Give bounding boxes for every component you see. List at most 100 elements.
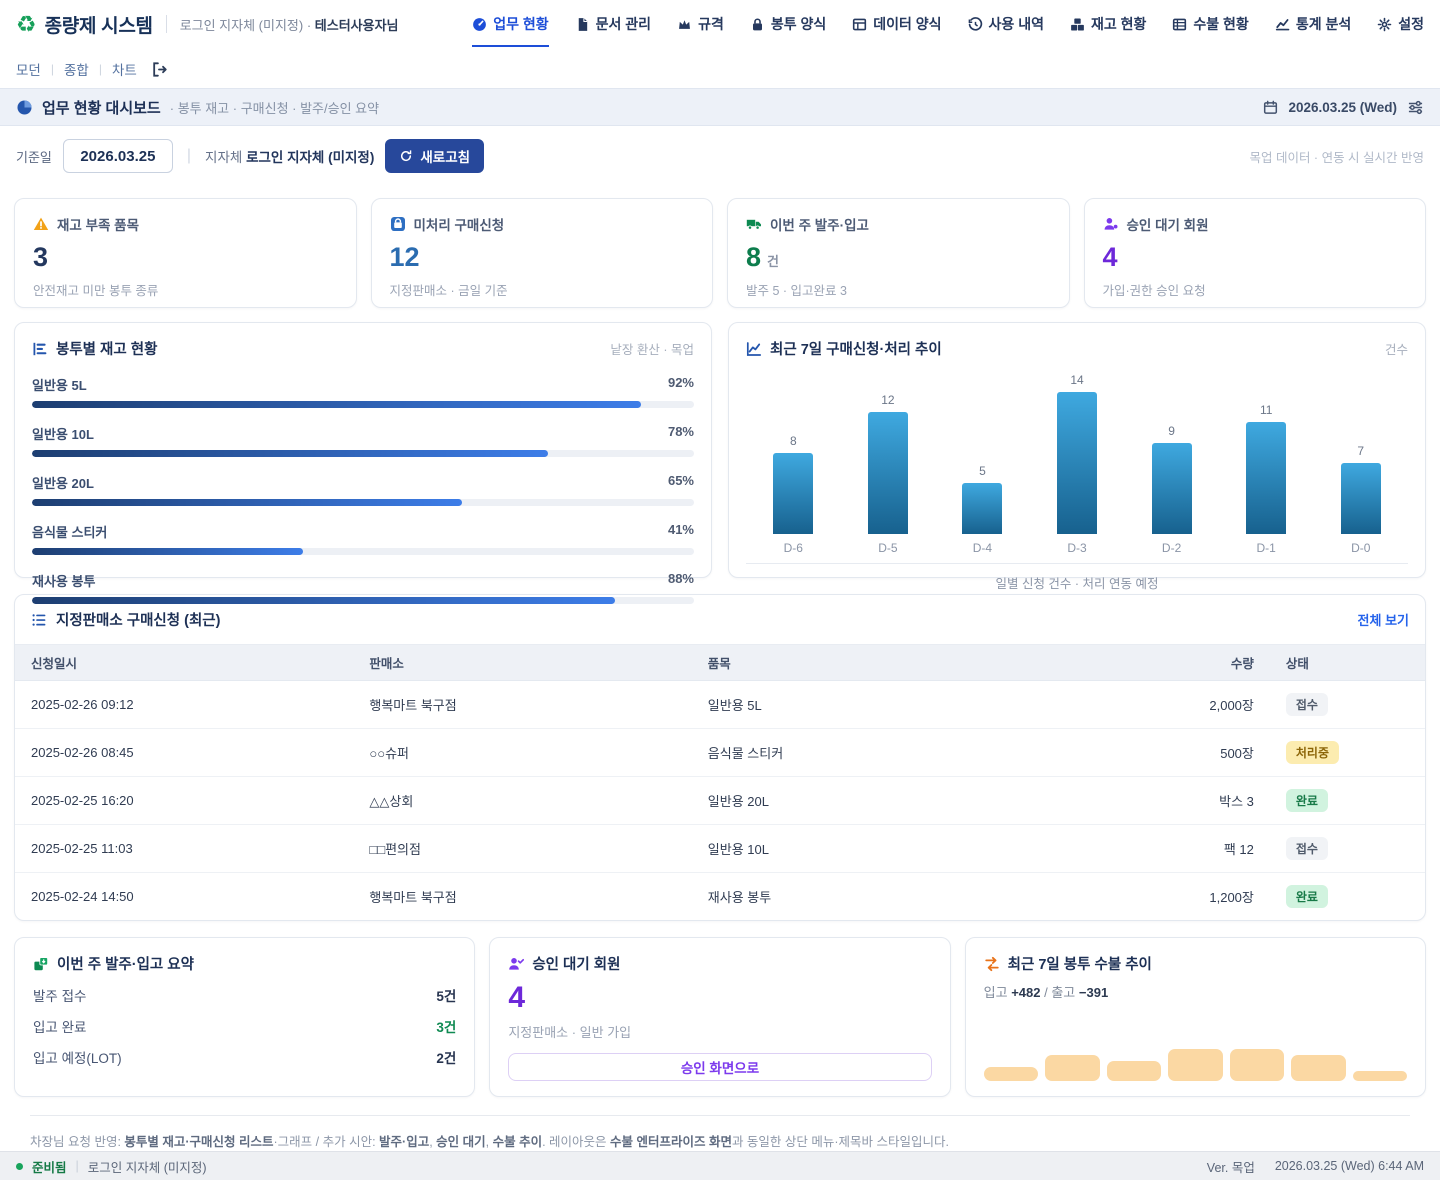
- status-context: 로그인 지자체 (미지정): [87, 1160, 207, 1175]
- nav-inventory-status[interactable]: 재고 현황: [1070, 1, 1146, 47]
- bag-inventory-card: 봉투별 재고 현황 낱장 환산 · 목업 일반용 5L 92% 일반용 10L 78%…: [14, 322, 712, 604]
- transfer-bar: [1168, 1049, 1223, 1081]
- trend-bar: [1057, 392, 1098, 534]
- go-to-approval-button[interactable]: 승인 화면으로: [508, 1053, 932, 1081]
- stats-icon: [1275, 18, 1290, 30]
- table-body: 2025-02-26 09:12 행복마트 북구점 일반용 5L 2,000장 접수 20…: [15, 680, 1425, 921]
- inventory-progress-list: 일반용 5L 92% 일반용 10L 78% 일반용 20L 65% 음식물 스티커 41% 재…: [32, 375, 694, 604]
- inventory-row: 일반용 10L 78%: [32, 424, 694, 457]
- bar-x-label: D-4: [972, 541, 993, 555]
- divider: |: [75, 1159, 79, 1173]
- app-title: 종량제 시스템: [44, 15, 153, 37]
- bar-x-label: D-5: [878, 541, 898, 555]
- col-header-store: 판매소: [353, 644, 692, 681]
- summary-row-value: 3건: [436, 1020, 457, 1035]
- inventory-row: 재사용 봉투 88%: [32, 571, 694, 604]
- nav-settings[interactable]: 설정: [1377, 1, 1424, 47]
- summary-row: 입고 완료 3건: [33, 1016, 456, 1036]
- page-subtitle: · 봉투 재고 · 구매신청 · 발주/승인 요약: [169, 100, 380, 116]
- divider: [746, 563, 1408, 564]
- cell-qty: 팩 12: [1044, 824, 1270, 873]
- nav-specs[interactable]: 규격: [677, 1, 724, 47]
- kpi-row: 재고 부족 품목 3 안전재고 미만 봉투 종류 미처리 구매신청 12 지정판…: [14, 198, 1426, 308]
- table-row: 2025-02-25 16:20 △△상회 일반용 20L 박스 3 완료: [15, 776, 1425, 825]
- cell-qty: 500장: [1044, 728, 1270, 777]
- inventory-progress-fill: [32, 401, 642, 408]
- inventory-progress-track: [32, 597, 694, 604]
- inventory-progress-track: [32, 548, 694, 555]
- inventory-item-label: 재사용 봉투: [32, 574, 96, 589]
- ledger-icon: [1173, 18, 1187, 30]
- inventory-boxes-icon: [1071, 18, 1084, 30]
- user-name: 테스터사용자님: [314, 17, 399, 33]
- subnav-combined[interactable]: 종합: [63, 63, 89, 78]
- trend-bar: [867, 412, 908, 534]
- summary-row: 발주 접수 5건: [33, 985, 456, 1005]
- subnav-chart[interactable]: 차트: [111, 63, 137, 78]
- kpi-card-pending-purchases: 미처리 구매신청 12 지정판매소 · 금일 기준: [370, 198, 713, 308]
- footer-note: 차장님 요청 반영: 봉투별 재고·구매신청 리스트·그래프 / 추가 시안: …: [30, 1115, 1410, 1150]
- summary-row-label: 입고 예정(LOT): [33, 1051, 122, 1066]
- bar-chart-icon: [33, 342, 47, 355]
- card-title: 이번 주 발주·입고 요약: [57, 957, 194, 973]
- view-all-link[interactable]: 전체 보기: [1357, 613, 1409, 628]
- footer-note-segment: ,: [485, 1135, 493, 1149]
- nav-usage-history[interactable]: 사용 내역: [968, 1, 1044, 47]
- trend-bar-column: 9 D-2: [1124, 365, 1219, 555]
- nav-documents[interactable]: 문서 관리: [575, 1, 651, 47]
- transfer-bar: [1045, 1055, 1100, 1081]
- table-row: 2025-02-26 09:12 행복마트 북구점 일반용 5L 2,000장 접수: [15, 680, 1425, 729]
- status-text: 준비됨: [32, 1160, 67, 1175]
- warning-icon: [33, 217, 49, 230]
- bar-x-label: D-3: [1067, 541, 1087, 555]
- nav-statistics[interactable]: 통계 분석: [1275, 1, 1351, 47]
- brand[interactable]: ♻ 종량제 시스템 로그인 지자체 (미지정) · 테스터사용자님: [16, 11, 399, 38]
- cell-store: 행복마트 북구점: [369, 890, 457, 905]
- recycle-logo-icon: ♻: [16, 10, 37, 37]
- kpi-subtext: 발주 5 · 입고완료 3: [746, 284, 847, 299]
- list-icon: [32, 613, 46, 626]
- calendar-icon[interactable]: [1263, 100, 1278, 115]
- inventory-item-label: 일반용 5L: [32, 378, 87, 393]
- transfer-mini-bars: [983, 1043, 1408, 1081]
- purchase-requests-card: 지정판매소 구매신청 (최근) 전체 보기 신청일시 판매소 품목 수량 상태 …: [14, 594, 1426, 921]
- sliders-icon[interactable]: [1407, 99, 1424, 116]
- inbound-value: +482: [1011, 985, 1041, 1000]
- titlebar-date: 2026.03.25 (Wed): [1288, 99, 1397, 115]
- nav-bag-forms[interactable]: 봉투 양식: [750, 1, 826, 47]
- charts-row: 봉투별 재고 현황 낱장 환산 · 목업 일반용 5L 92% 일반용 10L 78%…: [14, 322, 1426, 604]
- cell-qty: 박스 3: [1044, 776, 1270, 825]
- gauge-icon: [473, 17, 487, 31]
- login-context: 로그인 지자체 (미지정) · 테스터사용자님: [180, 15, 399, 34]
- col-header-date: 신청일시: [15, 644, 354, 681]
- bar-x-label: D-2: [1161, 541, 1182, 555]
- trend-bar-column: 7 D-0: [1313, 365, 1408, 555]
- cell-item: 일반용 5L: [691, 680, 1045, 729]
- approval-pending-card: 승인 대기 회원 4 지정판매소 · 일반 가입 승인 화면으로: [489, 937, 951, 1097]
- cell-date: 2025-02-26 09:12: [15, 680, 354, 729]
- base-date-input[interactable]: [62, 139, 173, 173]
- kpi-label: 이번 주 발주·입고: [770, 218, 869, 233]
- kpi-label: 승인 대기 회원: [1126, 218, 1209, 233]
- cell-item: 재사용 봉투: [707, 890, 772, 905]
- nav-work-status[interactable]: 업무 현황: [472, 1, 549, 47]
- inventory-progress-fill: [32, 548, 304, 555]
- subnav-modern[interactable]: 모던: [16, 63, 41, 78]
- nav-data-forms[interactable]: 데이터 양식: [852, 1, 942, 47]
- cell-store: △△상회: [353, 776, 692, 825]
- footer-note-segment: 수불 엔터프라이즈 화면: [610, 1135, 732, 1149]
- refresh-button[interactable]: 새로고침: [385, 139, 485, 173]
- org-value: 로그인 지자체 (미지정): [246, 150, 375, 165]
- footer-note-segment: ·그래프 / 추가 시안:: [273, 1135, 380, 1149]
- table-row: 2025-02-24 14:50 행복마트 북구점 재사용 봉투 1,200장 완료: [15, 873, 1425, 921]
- logout-icon[interactable]: [151, 61, 168, 78]
- inventory-item-label: 일반용 10L: [32, 427, 94, 442]
- trend-bar: [1340, 463, 1381, 534]
- transfer-flow-summary: 입고 +482 / 출고 −391: [983, 985, 1109, 1000]
- chart-caption: 일별 신청 건수 · 처리 연동 예정: [995, 577, 1159, 591]
- nav-transfer-status[interactable]: 수불 현황: [1172, 1, 1249, 47]
- cell-date: 2025-02-25 16:20: [15, 776, 354, 825]
- inventory-progress-track: [32, 450, 694, 457]
- summary-row-label: 입고 완료: [33, 1020, 87, 1035]
- mock-data-note: 목업 데이터 · 연동 시 실시간 반영: [1249, 150, 1424, 165]
